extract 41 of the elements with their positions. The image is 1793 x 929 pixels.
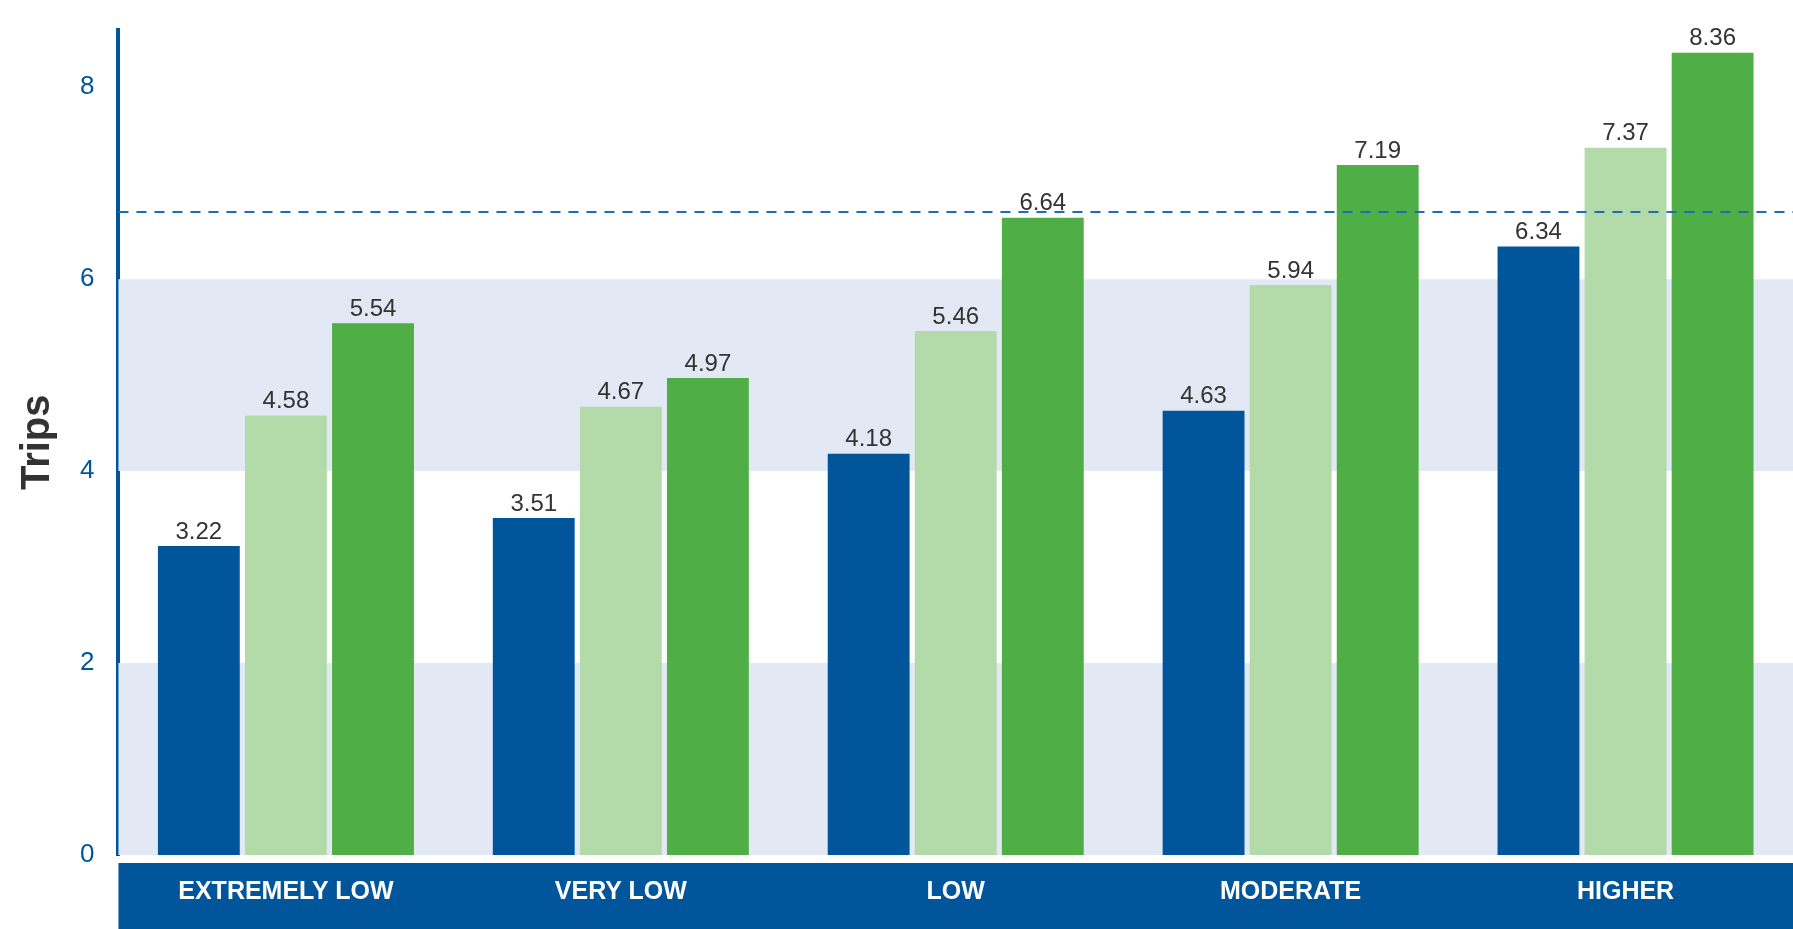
bar xyxy=(332,323,414,855)
data-label: 7.37 xyxy=(1602,118,1649,146)
data-label: 5.46 xyxy=(932,301,980,329)
bar xyxy=(1497,246,1580,855)
bar xyxy=(492,518,575,855)
bar xyxy=(1162,410,1245,855)
data-label: 8.36 xyxy=(1689,23,1736,51)
x-tick-label: MODERATE xyxy=(1220,875,1362,904)
data-label: 6.34 xyxy=(1515,217,1562,245)
data-label: 7.19 xyxy=(1354,135,1402,163)
y-axis-title: Trips xyxy=(13,394,58,491)
x-tick-label: HIGHER xyxy=(1576,875,1675,904)
bar xyxy=(1001,217,1084,855)
data-label: 4.58 xyxy=(262,386,310,414)
bar xyxy=(914,330,997,855)
bar xyxy=(666,378,749,855)
y-tick-label: 6 xyxy=(79,262,95,293)
data-label: 4.67 xyxy=(597,377,645,405)
bar xyxy=(244,415,327,855)
y-tick-label: 8 xyxy=(79,70,95,101)
bar xyxy=(1584,147,1667,855)
data-label: 3.22 xyxy=(175,516,223,544)
bar xyxy=(1671,52,1754,855)
bar xyxy=(827,453,910,855)
data-label: 3.51 xyxy=(510,488,558,516)
x-tick-label: LOW xyxy=(926,875,986,904)
bar xyxy=(579,406,662,855)
x-tick-label: VERY LOW xyxy=(554,875,688,904)
y-tick-label: 0 xyxy=(79,838,95,869)
data-label: 4.18 xyxy=(845,424,893,452)
data-label: 4.63 xyxy=(1180,381,1227,409)
bar xyxy=(1249,284,1332,855)
y-tick-label: 4 xyxy=(79,454,95,485)
data-label: 5.54 xyxy=(349,293,397,321)
y-tick-label: 2 xyxy=(79,646,95,677)
data-label: 4.97 xyxy=(684,348,732,376)
bar xyxy=(157,545,240,855)
bar xyxy=(1336,164,1419,855)
x-tick-label: EXTREMELY LOW xyxy=(178,875,394,904)
data-label: 6.64 xyxy=(1019,188,1067,216)
data-label: 5.94 xyxy=(1267,255,1314,283)
